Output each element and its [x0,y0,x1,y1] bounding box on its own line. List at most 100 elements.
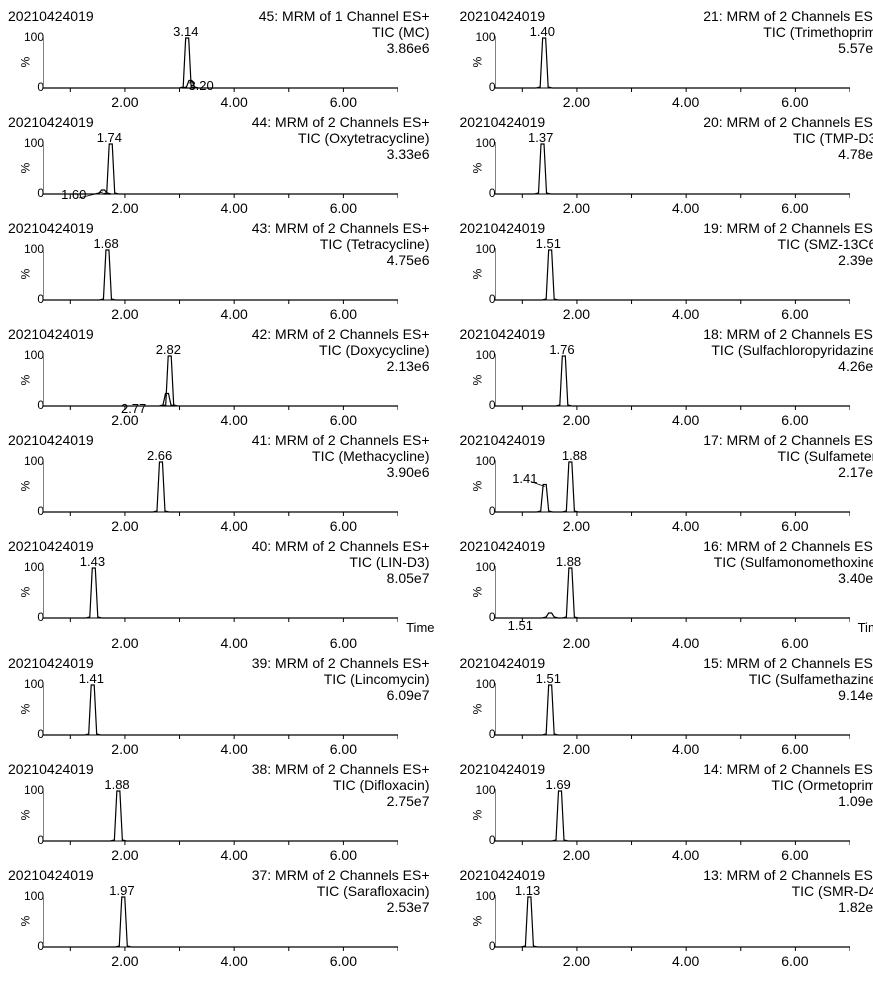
sample-id: 20210424019 [460,538,546,554]
y-axis: 1000% [22,36,44,88]
x-axis: 2.004.006.00 [43,741,398,759]
y-axis-label: % [18,163,32,174]
x-tick: 6.00 [781,306,808,322]
channel-info: 43: MRM of 2 Channels ES+ [252,220,430,236]
x-tick: 6.00 [330,306,357,322]
x-tick: 6.00 [330,847,357,863]
x-tick: 4.00 [221,518,248,534]
panel-header: 2021042401937: MRM of 2 Channels ES+ [8,867,430,883]
chart-plot: 2.66 [43,460,398,512]
x-axis: 2.004.006.00 [43,412,398,430]
x-axis: 2.004.006.00 [43,200,398,218]
chromatogram-panel: 2021042401913: MRM of 2 Channels ES+TIC … [460,867,873,971]
sample-id: 20210424019 [8,538,94,554]
panel-header: 20210424019 21: MRM of 2 Channels ES+ [460,8,873,24]
y-axis: 1000% [474,460,496,512]
channel-info: 18: MRM of 2 Channels ES+ [703,326,873,342]
x-tick: 2.00 [111,94,138,110]
x-tick: 6.00 [330,741,357,757]
sample-id: 20210424019 [460,326,546,342]
x-axis: 2.004.006.00 [43,953,398,971]
chromatogram-panel: 2021042401920: MRM of 2 Channels ES+TIC … [460,114,873,218]
channel-info: 21: MRM of 2 Channels ES+ [703,8,873,24]
chromatogram-panel: 2021042401940: MRM of 2 Channels ES+TIC … [8,538,430,653]
chart-plot: 1.411.88 [495,460,850,512]
x-tick: 4.00 [221,847,248,863]
x-tick: 4.00 [672,635,699,651]
y-axis: 1000% [474,142,496,194]
chromatogram-panel: 2021042401938: MRM of 2 Channels ES+TIC … [8,761,430,865]
x-axis: 2.004.006.00 [495,94,850,112]
sample-id: 20210424019 [8,326,94,342]
y-axis: 1000% [22,354,44,406]
y-axis: 1000% [22,142,44,194]
chart-plot: 1.13 [495,895,850,947]
channel-info: 45: MRM of 1 Channel ES+ [259,8,430,24]
x-tick: 4.00 [672,518,699,534]
channel-info: 15: MRM of 2 Channels ES+ [703,655,873,671]
x-axis: 2.004.006.00 [495,200,850,218]
x-tick: 2.00 [563,518,590,534]
chromatogram-panel: 2021042401914: MRM of 2 Channels ES+TIC … [460,761,873,865]
x-tick: 2.00 [111,635,138,651]
chromatogram-panel: 2021042401937: MRM of 2 Channels ES+TIC … [8,867,430,971]
x-tick: 6.00 [781,518,808,534]
x-tick: 2.00 [563,741,590,757]
x-tick: 2.00 [563,306,590,322]
x-tick: 4.00 [672,953,699,969]
panel-header: 20210424019 18: MRM of 2 Channels ES+ [460,326,873,342]
peak-rt-label: 1.74 [97,131,122,144]
x-tick: 4.00 [221,306,248,322]
x-axis: 2.004.006.00 [495,953,850,971]
sample-id: 20210424019 [460,8,546,24]
x-tick: 2.00 [111,847,138,863]
chromatogram-panel: 2021042401919: MRM of 2 Channels ES+TIC … [460,220,873,324]
sample-id: 20210424019 [8,220,94,236]
chromatogram-panel: 2021042401943: MRM of 2 Channels ES+TIC … [8,220,430,324]
chromatogram-panel: 2021042401917: MRM of 2 Channels ES+TIC … [460,432,873,536]
x-tick: 4.00 [672,306,699,322]
x-tick: 4.00 [221,953,248,969]
chart-plot: 1.97 [43,895,398,947]
x-tick: 4.00 [221,94,248,110]
peak-rt-label: 2.66 [147,449,172,462]
panel-header: 2021042401917: MRM of 2 Channels ES+ [460,432,873,448]
sample-id: 20210424019 [460,220,546,236]
peak-rt-label: 1.76 [549,343,574,356]
channel-info: 14: MRM of 2 Channels ES+ [703,761,873,777]
y-tick: 100 [24,244,44,254]
peak-rt-label: 1.41 [79,672,104,685]
x-axis-label: Time [858,620,873,635]
y-axis-label: % [18,481,32,492]
y-tick: 100 [475,562,495,572]
chart-plot: 1.51 [495,248,850,300]
x-axis: 2.004.006.00 [43,635,398,653]
y-axis-label: % [470,916,484,927]
chart-plot: 1.69 [495,789,850,841]
y-tick: 100 [24,456,44,466]
channel-info: 42: MRM of 2 Channels ES+ [252,326,430,342]
y-tick: 100 [475,679,495,689]
x-tick: 4.00 [221,635,248,651]
x-axis: 2.004.006.00 [43,518,398,536]
x-tick: 2.00 [563,847,590,863]
chart-plot: 1.37 [495,142,850,194]
chromatogram-panel: 2021042401941: MRM of 2 Channels ES+TIC … [8,432,430,536]
chart-plot: 3.143.20 [43,36,398,88]
y-axis: 1000% [22,789,44,841]
peak-rt-label: 1.68 [93,237,118,250]
y-axis-label: % [470,375,484,386]
panel-header: 2021042401914: MRM of 2 Channels ES+ [460,761,873,777]
chromatogram-panel: 2021042401942: MRM of 2 Channels ES+TIC … [8,326,430,430]
x-tick: 6.00 [330,94,357,110]
y-tick: 100 [24,32,44,42]
x-tick: 6.00 [781,94,808,110]
y-axis-label: % [470,269,484,280]
panel-header: 2021042401938: MRM of 2 Channels ES+ [8,761,430,777]
sample-id: 20210424019 [460,432,546,448]
y-axis-label: % [18,587,32,598]
y-axis: 1000% [474,36,496,88]
y-axis-label: % [470,704,484,715]
y-tick: 100 [475,891,495,901]
x-axis: 2.00 4.00 6.00 [43,847,398,865]
